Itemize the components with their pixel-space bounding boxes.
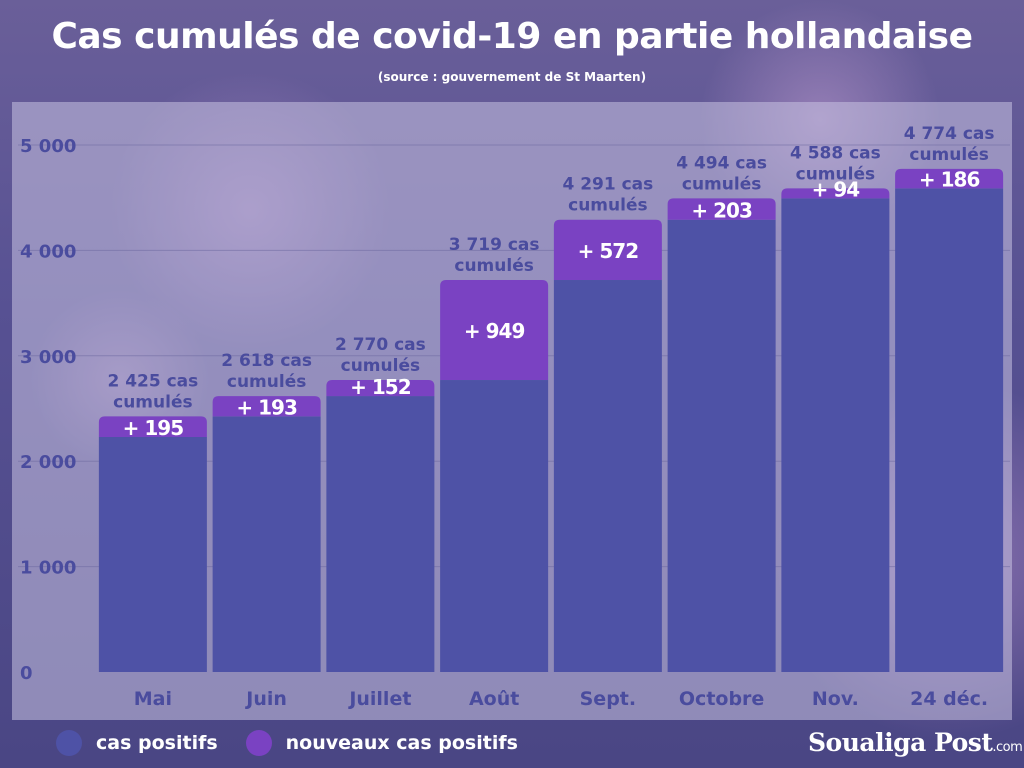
total-label: 2 618 cas [221,351,312,371]
legend: cas positifs nouveaux cas positifs [56,730,518,756]
total-label: 2 425 cas [107,371,198,391]
legend-label: nouveaux cas positifs [285,732,518,754]
increment-label: + 949 [464,319,525,343]
bar-cas-positifs [667,219,776,672]
total-label: 4 774 cas [904,124,995,144]
bar-cas-positifs [212,416,321,672]
legend-item-nouveaux-cas: nouveaux cas positifs [245,730,518,756]
legend-label: cas positifs [96,732,218,754]
bar-nouveaux-cas [667,198,776,220]
bar-cas-positifs [553,280,662,672]
increment-label: + 572 [578,239,639,263]
bar-cas-positifs [98,436,207,672]
total-label: cumulés [568,196,647,216]
bar-cas-positifs [781,198,890,672]
x-tick-label: Nov. [812,688,859,710]
increment-label: + 94 [812,177,860,201]
brand-logo: Soualiga Post.com [808,728,1023,757]
increment-label: + 195 [123,416,184,440]
total-label: 2 770 cas [335,335,426,355]
total-label: cumulés [227,372,306,392]
x-tick-label: Mai [134,688,172,710]
brand-suffix: .com [992,740,1023,755]
x-tick-label: 24 déc. [910,688,988,710]
total-label: 4 291 cas [562,175,653,195]
y-tick-label: 4 000 [20,241,76,262]
y-tick-label: 0 [20,663,33,684]
total-label: 4 494 cas [676,153,767,173]
brand-name: Soualiga Post [808,728,993,757]
bar-nouveaux-cas [440,280,549,381]
total-label: cumulés [454,256,533,276]
bar-cas-positifs [895,188,1004,672]
bar-cas-positifs [440,380,549,672]
increment-label: + 203 [691,199,752,223]
x-tick-label: Juin [244,688,287,710]
bar-nouveaux-cas [895,168,1004,189]
y-tick-label: 5 000 [20,136,76,157]
x-tick-label: Juillet [347,688,411,710]
x-tick-label: Août [469,688,519,710]
bar-nouveaux-cas [781,188,890,199]
total-label: 3 719 cas [449,235,540,255]
total-label: cumulés [909,145,988,165]
bar-nouveaux-cas [98,416,207,437]
increment-label: + 186 [919,167,980,191]
x-tick-label: Octobre [679,688,764,710]
bar-nouveaux-cas [326,380,435,397]
y-tick-label: 2 000 [20,452,76,473]
increment-label: + 152 [350,375,411,399]
total-label: cumulés [341,356,420,376]
chart-subtitle: (source : gouvernement de St Maarten) [377,70,647,84]
legend-item-cas-positifs: cas positifs [56,730,218,756]
total-label: cumulés [682,174,761,194]
bar-nouveaux-cas [212,396,321,417]
y-tick-label: 1 000 [20,558,76,579]
chart-title: Cas cumulés de covid-19 en partie hollan… [51,16,973,57]
legend-swatch-nouveaux-cas [245,730,272,756]
legend-swatch-cas-positifs [56,730,82,756]
y-tick-label: 3 000 [20,347,76,368]
x-tick-label: Sept. [580,688,636,710]
bar-nouveaux-cas [553,219,662,281]
total-label: cumulés [796,164,875,184]
increment-label: + 193 [236,395,297,419]
bar-cas-positifs [326,396,435,672]
total-label: cumulés [113,392,192,412]
total-label: 4 588 cas [790,143,881,163]
